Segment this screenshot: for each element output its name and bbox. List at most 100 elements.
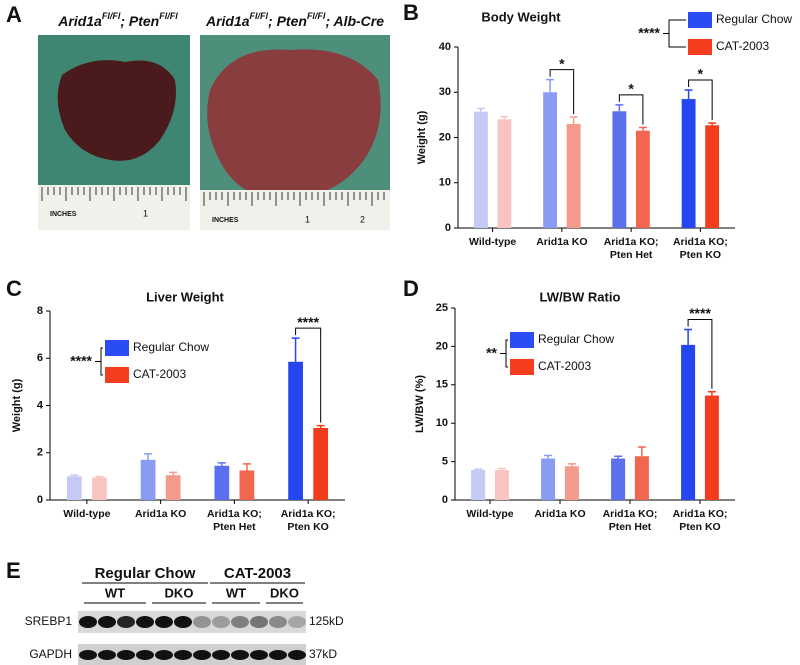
x-tick-label: Arid1a KO; xyxy=(673,236,728,248)
x-tick-label: Wild-type xyxy=(63,508,110,520)
y-tick-label: 30 xyxy=(439,86,451,98)
blot-band xyxy=(250,650,268,660)
blot-band xyxy=(269,616,287,628)
blot-band xyxy=(212,650,230,660)
blot-band xyxy=(269,650,287,660)
blot-band xyxy=(212,616,230,628)
bar xyxy=(165,475,181,500)
chart-title: Liver Weight xyxy=(146,289,224,304)
error-bar xyxy=(708,122,717,126)
error-bar xyxy=(615,104,624,112)
liver-photo xyxy=(57,60,176,161)
panel-label: A xyxy=(6,2,22,27)
bar xyxy=(543,92,558,228)
bar xyxy=(494,470,509,500)
bar xyxy=(611,458,626,500)
bar xyxy=(92,477,107,500)
blot-band xyxy=(174,650,192,660)
y-tick-label: 4 xyxy=(37,399,44,411)
superscript: Fl/Fl xyxy=(250,11,269,21)
legend-swatch xyxy=(688,12,712,28)
liver-photo xyxy=(207,49,381,198)
chart-title: Body Weight xyxy=(481,9,561,24)
ruler-label: INCHES xyxy=(212,217,239,224)
y-axis-label: LW/BW (%) xyxy=(414,375,426,433)
significance-label: **** xyxy=(297,314,319,330)
photo-label: Arid1aFl/Fl; PtenFl/Fl xyxy=(57,11,178,28)
subgroup-label: DKO xyxy=(165,585,194,600)
x-tick-label: Pten KO xyxy=(287,521,328,533)
panel-label: E xyxy=(6,558,21,583)
protein-label: GAPDH xyxy=(29,647,72,661)
legend-label: Regular Chow xyxy=(538,332,614,346)
y-tick-label: 20 xyxy=(436,340,448,352)
bar xyxy=(473,111,488,228)
legend-label: CAT-2003 xyxy=(133,367,186,381)
bar xyxy=(634,456,649,500)
label-part: ; Pten xyxy=(120,13,159,29)
y-tick-label: 5 xyxy=(442,456,448,468)
blot-band xyxy=(250,616,268,628)
error-bar xyxy=(546,78,555,93)
ruler xyxy=(200,190,390,230)
label-part: Arid1a xyxy=(205,13,250,29)
error-bar xyxy=(684,328,693,345)
bar xyxy=(140,459,156,500)
legend-label: Regular Chow xyxy=(133,340,209,354)
bar xyxy=(681,99,696,228)
blot-band xyxy=(79,650,97,660)
bar xyxy=(635,130,650,228)
blot-band xyxy=(117,650,135,660)
size-label: 125kD xyxy=(309,614,344,628)
significance-bracket xyxy=(687,319,713,389)
x-tick-label: Arid1a KO; xyxy=(603,508,658,520)
legend-swatch xyxy=(105,367,129,383)
significance-bracket xyxy=(295,327,322,423)
error-bar xyxy=(169,471,178,476)
superscript: Fl/Fl xyxy=(102,11,121,21)
blot-band xyxy=(136,650,154,660)
y-tick-label: 15 xyxy=(436,379,448,391)
blot-band xyxy=(117,616,135,628)
significance-label: * xyxy=(559,55,565,71)
significance-bracket xyxy=(618,94,644,125)
legend-swatch xyxy=(105,340,129,356)
significance-bracket xyxy=(549,69,575,115)
significance-bracket xyxy=(688,79,713,121)
x-tick-label: Arid1a KO xyxy=(534,508,585,520)
error-bar xyxy=(567,463,576,467)
legend-significance: **** xyxy=(638,25,660,41)
x-tick-label: Pten Het xyxy=(213,521,256,533)
chart-title: LW/BW Ratio xyxy=(540,289,621,304)
panel-label: C xyxy=(6,276,22,301)
subgroup-label: DKO xyxy=(270,585,299,600)
ruler-label: INCHES xyxy=(50,211,77,218)
superscript: Fl/Fl xyxy=(307,11,326,21)
y-tick-label: 6 xyxy=(37,352,43,364)
blot-band xyxy=(98,616,116,628)
y-axis-label: Weight (g) xyxy=(11,378,23,432)
panel-label: D xyxy=(403,276,419,301)
y-tick-label: 10 xyxy=(436,417,448,429)
bar xyxy=(704,395,719,500)
bar xyxy=(566,123,581,228)
legend-significance: ** xyxy=(486,345,497,361)
x-tick-label: Arid1a KO; xyxy=(604,236,659,248)
panel-label: B xyxy=(403,0,419,25)
blot-band xyxy=(288,650,306,660)
error-bar xyxy=(316,424,325,428)
bar xyxy=(541,458,556,500)
legend-swatch xyxy=(688,39,712,55)
blot-band xyxy=(231,616,249,628)
significance-label: * xyxy=(698,66,704,82)
label-part: Arid1a xyxy=(57,13,102,29)
error-bar xyxy=(242,463,251,471)
x-tick-label: Pten Het xyxy=(609,521,652,533)
x-tick-label: Pten KO xyxy=(680,249,721,261)
bar xyxy=(564,466,579,500)
label-part: ; Alb-Cre xyxy=(325,13,384,29)
bar xyxy=(471,470,486,500)
bar xyxy=(214,465,230,500)
ruler-label: 2 xyxy=(360,214,365,224)
